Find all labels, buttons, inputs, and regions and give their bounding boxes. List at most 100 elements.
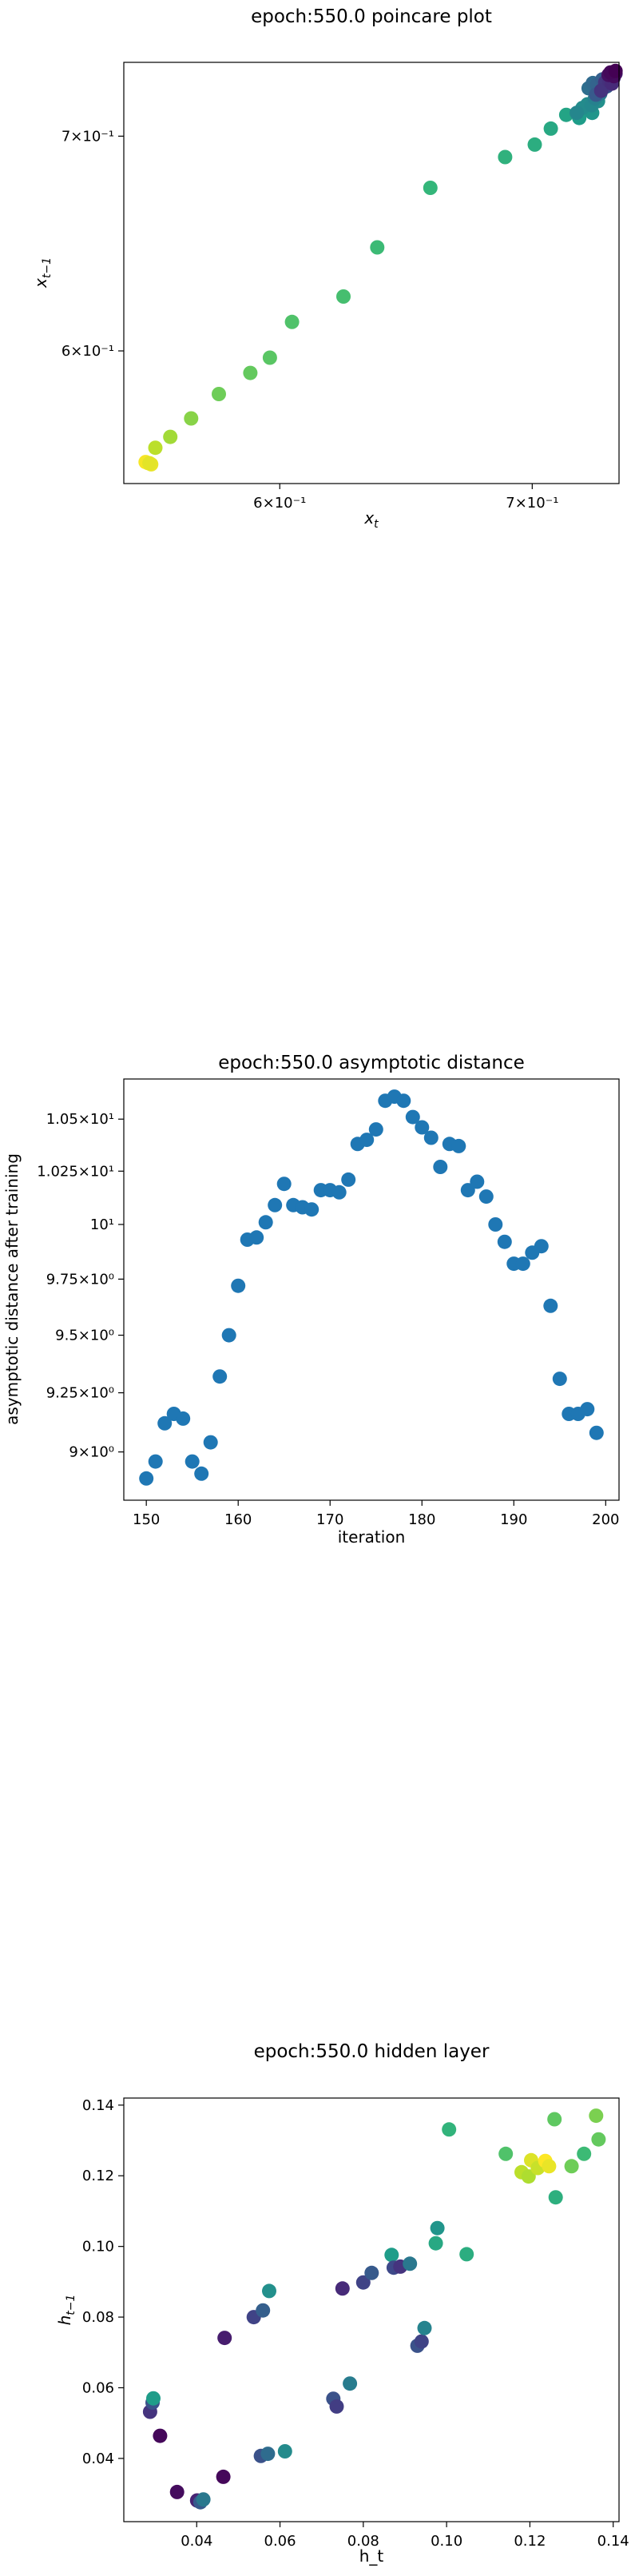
- asymptotic-point-48: [580, 1402, 595, 1417]
- hidden-layer-point-7: [196, 2492, 211, 2507]
- asymptotic-point-10: [231, 1278, 246, 1293]
- hidden-layer-point-21: [364, 2265, 379, 2280]
- asymptotic-point-4: [176, 1411, 191, 1426]
- hidden-layer-y-tick-label-0: 0.04: [82, 2451, 114, 2467]
- poincare-point-10: [284, 314, 300, 329]
- hidden-layer-y-tick-label-1: 0.06: [82, 2379, 114, 2396]
- asymptotic-y-ticks: 9×10⁰ 9.25×10⁰ 9.5×10⁰ 9.75×10⁰ 10¹ 1.025×10¹…: [37, 1111, 124, 1461]
- asymptotic-point-18: [304, 1202, 319, 1217]
- poincare-plot-frame: [123, 62, 620, 484]
- asymptotic-point-37: [478, 1189, 494, 1204]
- asymptotic-point-25: [368, 1122, 383, 1137]
- hidden-layer-y-axis-label: ht−1: [55, 2295, 77, 2326]
- hidden-layer-point-4: [169, 2484, 185, 2499]
- hidden-layer-point-30: [430, 2220, 445, 2236]
- poincare-x-ticks: 6×10⁻¹ 7×10⁻¹: [253, 484, 558, 512]
- asymptotic-x-tick-label-4: 190: [500, 1511, 527, 1528]
- asymptotic-point-45: [552, 1372, 567, 1387]
- asymptotic-y-tick-label-1: 9.25×10⁰: [46, 1385, 114, 1402]
- hidden-layer-chart: epoch:550.0 hidden layer 0.04 0.06 0.08 0.1…: [55, 2041, 629, 2566]
- asymptotic-point-15: [276, 1177, 292, 1192]
- hidden-layer-y-tick-label-4: 0.12: [82, 2168, 114, 2184]
- asymptotic-point-28: [396, 1093, 411, 1109]
- poincare-point-13: [423, 181, 438, 195]
- asymptotic-x-ticks: 150 160 170 180 190 200: [133, 1500, 620, 1528]
- hidden-layer-points: [142, 2108, 606, 2510]
- hidden-layer-point-40: [547, 2112, 562, 2127]
- poincare-point-24: [570, 106, 585, 121]
- asymptotic-point-32: [433, 1160, 448, 1174]
- asymptotic-x-tick-label-1: 160: [224, 1511, 252, 1528]
- hidden-layer-point-32: [459, 2247, 474, 2262]
- hidden-layer-point-42: [564, 2159, 579, 2174]
- hidden-layer-x-tick-label-4: 0.12: [514, 2533, 546, 2550]
- hidden-layer-x-axis-label: h_t: [359, 2546, 384, 2566]
- hidden-layer-x-tick-label-1: 0.06: [264, 2533, 296, 2550]
- hidden-layer-point-27: [414, 2334, 429, 2349]
- hidden-layer-point-15: [277, 2444, 292, 2459]
- asymptotic-point-5: [185, 1454, 200, 1469]
- hidden-layer-point-19: [343, 2376, 358, 2391]
- hidden-layer-x-tick-label-0: 0.04: [181, 2533, 212, 2550]
- poincare-point-14: [498, 149, 513, 165]
- hidden-layer-x-tick-label-5: 0.14: [597, 2533, 629, 2550]
- poincare-point-49: [608, 63, 623, 78]
- hidden-layer-point-3: [153, 2428, 168, 2443]
- asymptotic-y-tick-label-4: 10¹: [90, 1216, 114, 1233]
- hidden-layer-point-35: [521, 2169, 536, 2184]
- asymptotic-x-tick-label-5: 200: [592, 1511, 619, 1528]
- asymptotic-y-tick-label-6: 1.05×10¹: [46, 1111, 114, 1128]
- asymptotic-plot-frame: [123, 1078, 620, 1501]
- hidden-layer-point-18: [335, 2281, 350, 2296]
- hidden-layer-point-9: [217, 2331, 232, 2346]
- asymptotic-y-tick-label-0: 9×10⁰: [69, 1444, 114, 1461]
- asymptotic-y-axis-label: asymptotic distance after training: [2, 1153, 22, 1425]
- hidden-layer-point-41: [548, 2190, 563, 2205]
- poincare-point-11: [336, 289, 351, 304]
- hidden-layer-point-25: [403, 2256, 418, 2271]
- asymptotic-point-21: [331, 1184, 347, 1200]
- hidden-layer-point-45: [591, 2132, 606, 2147]
- asymptotic-y-tick-label-2: 9.5×10⁰: [55, 1328, 114, 1344]
- asymptotic-point-44: [543, 1298, 558, 1313]
- asymptotic-point-7: [203, 1435, 218, 1450]
- poincare-point-12: [370, 240, 385, 255]
- asymptotic-point-30: [415, 1120, 430, 1135]
- hidden-layer-point-22: [384, 2248, 399, 2263]
- asymptotic-point-0: [139, 1471, 154, 1486]
- asymptotic-point-34: [451, 1138, 466, 1153]
- asymptotic-point-31: [423, 1130, 439, 1145]
- asymptotic-point-38: [488, 1217, 503, 1232]
- hidden-layer-point-33: [498, 2146, 514, 2161]
- hidden-layer-point-2: [146, 2391, 161, 2406]
- asymptotic-point-29: [405, 1109, 420, 1125]
- hidden-layer-point-39: [542, 2159, 557, 2174]
- hidden-layer-point-12: [256, 2303, 271, 2318]
- poincare-x-axis-label: xt: [363, 508, 379, 531]
- hidden-layer-point-44: [589, 2108, 604, 2124]
- poincare-y-tick-label-1: 7×10⁻¹: [62, 128, 114, 145]
- poincare-point-4: [148, 440, 163, 456]
- asymptotic-title: epoch:550.0 asymptotic distance: [218, 1053, 525, 1073]
- poincare-y-ticks: 6×10⁻¹ 7×10⁻¹: [62, 128, 124, 360]
- asymptotic-point-41: [515, 1256, 530, 1272]
- asymptotic-point-1: [148, 1454, 163, 1469]
- poincare-point-8: [243, 365, 258, 380]
- asymptotic-point-36: [470, 1174, 485, 1189]
- hidden-layer-point-8: [216, 2469, 231, 2484]
- asymptotic-x-axis-label: iteration: [338, 1527, 406, 1547]
- poincare-point-9: [262, 350, 277, 365]
- poincare-point-5: [163, 429, 178, 444]
- asymptotic-point-9: [221, 1328, 236, 1343]
- poincare-chart: epoch:550.0 poincare plot 6×10⁻¹ 7×10⁻¹ 6…: [31, 6, 623, 531]
- asymptotic-points: [139, 1089, 604, 1486]
- poincare-y-axis-label: xt−1: [31, 257, 54, 289]
- poincare-points: [138, 63, 623, 472]
- asymptotic-point-6: [194, 1466, 209, 1481]
- asymptotic-y-tick-label-5: 1.025×10¹: [37, 1163, 114, 1180]
- hidden-layer-point-28: [417, 2320, 432, 2335]
- asymptotic-point-24: [359, 1133, 375, 1148]
- hidden-layer-point-13: [260, 2447, 276, 2462]
